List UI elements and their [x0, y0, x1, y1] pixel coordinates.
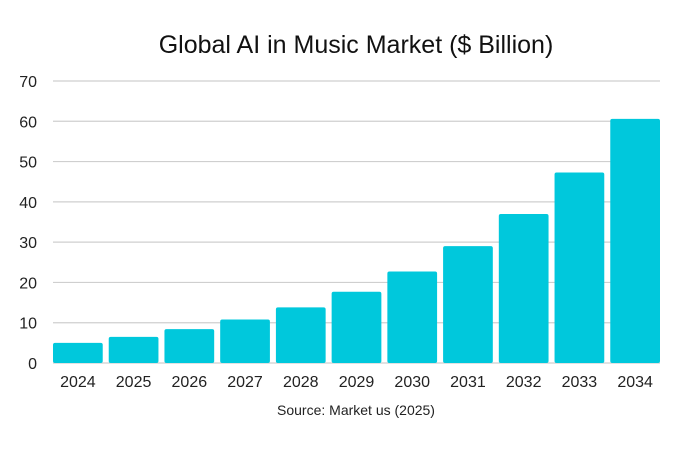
bar-2032: [498, 213, 549, 363]
x-tick-label: 2024: [60, 374, 96, 391]
y-tick-label: 70: [19, 74, 37, 91]
x-tick-label: 2025: [116, 374, 152, 391]
y-tick-label: 30: [19, 235, 37, 252]
x-tick-label: 2031: [450, 374, 486, 391]
x-tick-label: 2028: [283, 374, 319, 391]
x-tick-label: 2033: [562, 374, 598, 391]
y-tick-label: 50: [19, 155, 37, 172]
bar-2028: [275, 307, 326, 363]
y-tick-label: 10: [19, 316, 37, 333]
y-tick-label: 0: [28, 356, 37, 373]
bar-2030: [387, 271, 438, 363]
x-tick-label: 2029: [339, 374, 375, 391]
bar-2026: [164, 329, 215, 363]
bar-2033: [554, 172, 605, 363]
x-tick-label: 2026: [172, 374, 208, 391]
chart-title: Global AI in Music Market ($ Billion): [159, 31, 554, 59]
y-tick-label: 60: [19, 114, 37, 131]
x-tick-label: 2032: [506, 374, 542, 391]
bar-2029: [331, 291, 382, 363]
y-tick-label: 20: [19, 275, 37, 292]
source-note: Source: Market us (2025): [277, 402, 435, 418]
y-tick-label: 40: [19, 195, 37, 212]
bar-2025: [108, 336, 159, 363]
bar-2027: [220, 319, 270, 363]
bar-2024: [53, 342, 103, 363]
x-tick-label: 2027: [227, 374, 263, 391]
x-tick-label: 2030: [394, 374, 430, 391]
x-tick-label: 2034: [617, 374, 653, 391]
bar-2034: [610, 118, 660, 364]
bar-2031: [443, 246, 493, 363]
